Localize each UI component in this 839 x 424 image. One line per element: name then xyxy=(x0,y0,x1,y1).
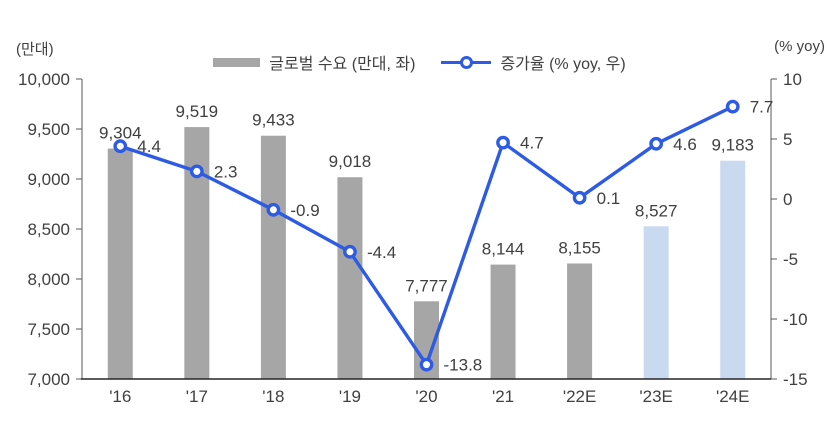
bar-swatch-icon xyxy=(213,57,261,67)
x-axis-category-label: '16 xyxy=(109,387,131,406)
legend-item-bar: 글로벌 수요 (만대, 좌) xyxy=(213,50,415,74)
bar-value-label: 7,777 xyxy=(405,276,448,295)
left-axis-tick-label: 10,000 xyxy=(18,70,70,89)
right-axis-tick-label: 5 xyxy=(783,130,792,149)
x-axis-category-label: '23E xyxy=(639,387,673,406)
bar-value-label: 9,519 xyxy=(176,102,219,121)
bar-'22E xyxy=(567,263,593,379)
left-axis-tick-label: 8,000 xyxy=(27,270,70,289)
line-marker-'20 xyxy=(419,357,434,372)
bar-value-label: 9,433 xyxy=(252,111,295,130)
bar-value-label: 8,155 xyxy=(558,239,601,258)
right-axis-tick-label: -10 xyxy=(783,310,808,329)
line-value-label: 4.7 xyxy=(520,134,544,153)
left-axis-tick-label: 9,000 xyxy=(27,170,70,189)
bar-value-label: 9,183 xyxy=(711,136,754,155)
bar-value-label: 8,527 xyxy=(635,201,678,220)
legend: 글로벌 수요 (만대, 좌) 증가율 (% yoy, 우) xyxy=(0,50,839,74)
line-value-label: 7.7 xyxy=(750,98,774,117)
x-axis-category-label: '24E xyxy=(716,387,750,406)
bar-'24E xyxy=(720,160,746,379)
left-axis-tick-label: 8,500 xyxy=(27,220,70,239)
left-axis-tick-label: 9,500 xyxy=(27,120,70,139)
x-axis-category-label: '21 xyxy=(492,387,514,406)
line-value-label: 2.3 xyxy=(214,162,238,181)
legend-bar-label: 글로벌 수요 (만대, 좌) xyxy=(269,56,416,73)
line-marker-'23E xyxy=(649,136,664,151)
left-axis-tick-label: 7,500 xyxy=(27,320,70,339)
right-axis-tick-label: -15 xyxy=(783,370,808,389)
line-value-label: 4.6 xyxy=(673,135,697,154)
right-axis-tick-label: 10 xyxy=(783,70,802,89)
line-marker-'19 xyxy=(343,244,357,259)
line-marker-'16 xyxy=(113,139,128,154)
left-axis-tick-label: 7,000 xyxy=(27,370,70,389)
bar-'16 xyxy=(107,148,133,379)
line-value-label: -0.9 xyxy=(290,201,319,220)
right-axis-tick-label: -5 xyxy=(783,250,798,269)
bar-'23E xyxy=(643,226,669,379)
line-value-label: 4.4 xyxy=(137,137,161,156)
line-marker-'21 xyxy=(496,135,510,150)
line-marker-'17 xyxy=(189,164,204,179)
left-axis-unit-label: (만대) xyxy=(16,41,54,58)
legend-item-line: 증가율 (% yoy, 우) xyxy=(441,50,626,74)
right-axis-unit-label: (% yoy) xyxy=(774,38,825,55)
line-value-label: 0.1 xyxy=(597,189,621,208)
x-axis-category-label: '20 xyxy=(415,387,437,406)
x-axis-category-label: '19 xyxy=(339,387,361,406)
bar-'21 xyxy=(490,264,516,379)
line-marker-'22E xyxy=(572,190,587,205)
x-axis-category-label: '18 xyxy=(262,387,284,406)
bar-value-label: 8,144 xyxy=(482,240,525,259)
bar-'19 xyxy=(337,177,363,379)
line-marker-'24E xyxy=(725,99,740,114)
x-axis-category-label: '22E xyxy=(563,387,597,406)
bar-'18 xyxy=(260,135,286,379)
line-value-label: -13.8 xyxy=(444,356,483,375)
legend-line-label: 증가율 (% yoy, 우) xyxy=(500,56,626,73)
line-marker-'18 xyxy=(266,202,281,217)
x-axis-category-label: '17 xyxy=(186,387,208,406)
line-value-label: -4.4 xyxy=(367,243,396,262)
bar-value-label: 9,018 xyxy=(329,152,372,171)
line-swatch-icon xyxy=(441,55,492,69)
bar-value-label: 9,304 xyxy=(99,124,142,143)
right-axis-tick-label: 0 xyxy=(783,190,792,209)
